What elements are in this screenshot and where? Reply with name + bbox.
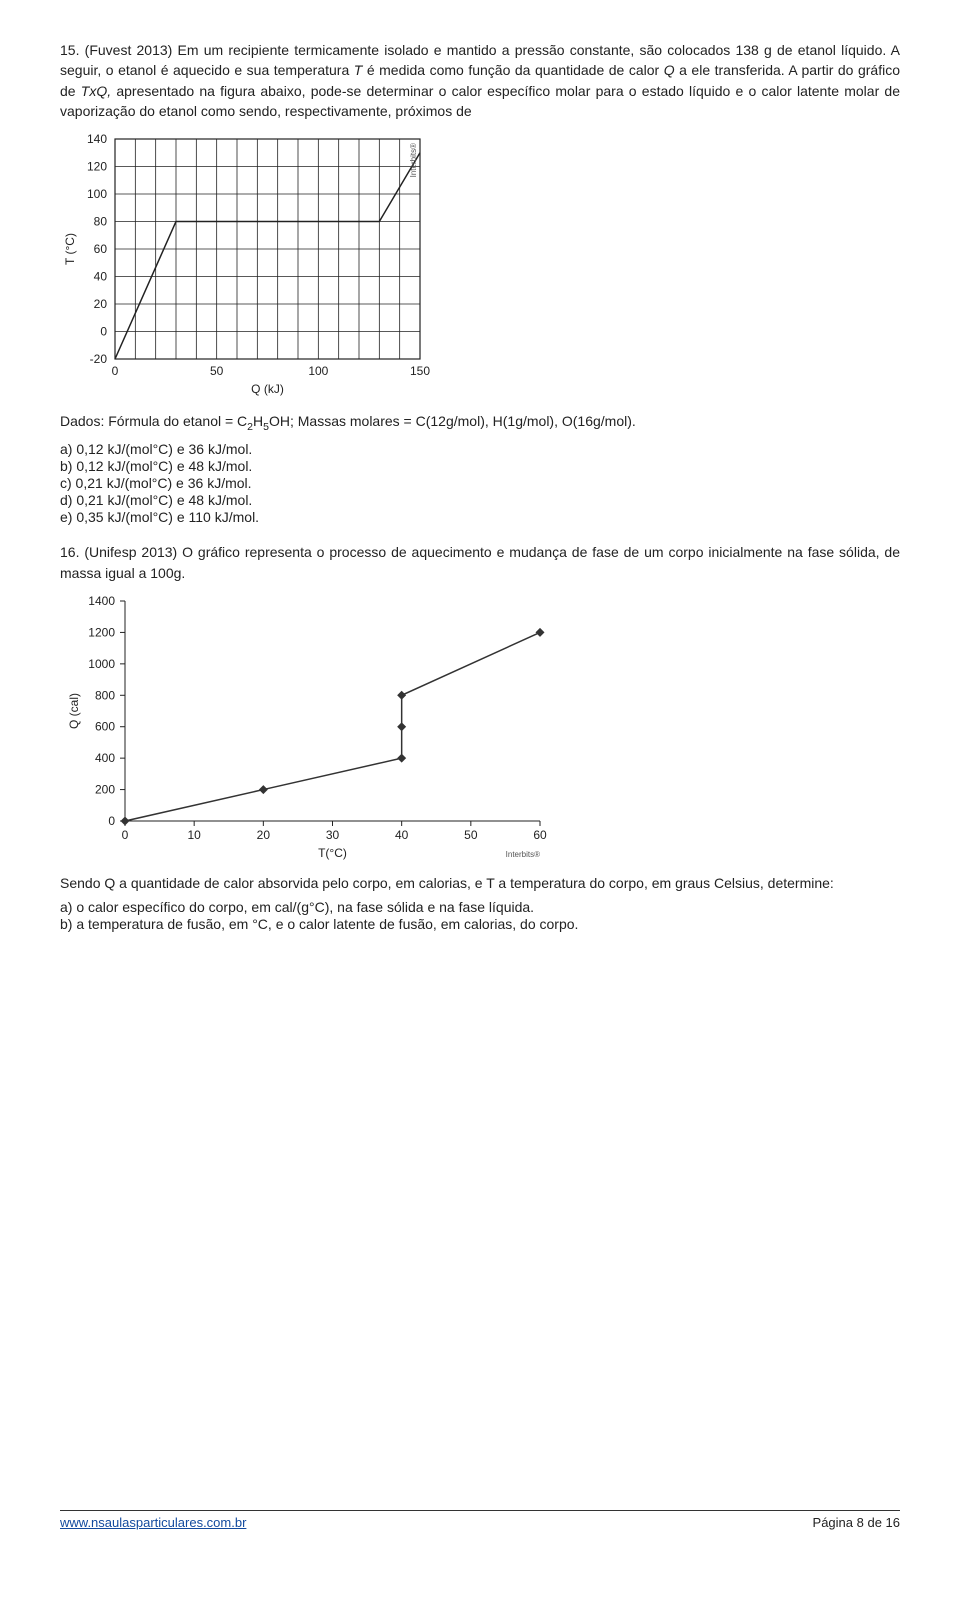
footer: www.nsaulasparticulares.com.br Página 8 …	[0, 1510, 960, 1530]
q16-text: 16. (Unifesp 2013) O gráfico representa …	[60, 542, 900, 583]
q15-Q: Q	[664, 62, 675, 78]
svg-text:Q (kJ): Q (kJ)	[251, 382, 284, 396]
q15-alt-e: e) 0,35 kJ/(mol°C) e 110 kJ/mol.	[60, 509, 900, 525]
svg-text:20: 20	[94, 297, 108, 311]
q16-source: (Unifesp 2013)	[84, 544, 177, 560]
svg-text:0: 0	[112, 364, 119, 378]
svg-text:800: 800	[95, 688, 115, 702]
q15-source: (Fuvest 2013)	[85, 42, 173, 58]
svg-text:Interbits®: Interbits®	[506, 850, 540, 859]
q16-body: O gráfico representa o processo de aquec…	[60, 544, 900, 580]
footer-url[interactable]: www.nsaulasparticulares.com.br	[60, 1515, 246, 1530]
footer-row: www.nsaulasparticulares.com.br Página 8 …	[60, 1515, 900, 1530]
q16-subq-a: a) o calor específico do corpo, em cal/(…	[60, 899, 900, 915]
chart1: 0 50 100 150 -20 0 20 40 60 80 100 120 140 Q (kJ) T (°…	[60, 129, 440, 399]
q15-alt-b: b) 0,12 kJ/(mol°C) e 48 kJ/mol.	[60, 458, 900, 474]
q15-text: 15. (Fuvest 2013) Em um recipiente termi…	[60, 40, 900, 121]
svg-text:0: 0	[108, 814, 115, 828]
svg-text:30: 30	[326, 828, 340, 842]
q16-closing: Sendo Q a quantidade de calor absorvida …	[60, 873, 900, 893]
q15-TxQ: TxQ,	[81, 83, 111, 99]
svg-text:1200: 1200	[88, 625, 115, 639]
svg-text:40: 40	[94, 270, 108, 284]
page: 15. (Fuvest 2013) Em um recipiente termi…	[0, 0, 960, 1540]
svg-text:T(°C): T(°C)	[318, 846, 347, 860]
q15-data1: Dados: Fórmula do etanol = C	[60, 413, 247, 429]
q16-number: 16.	[60, 544, 79, 560]
svg-text:40: 40	[395, 828, 409, 842]
svg-text:400: 400	[95, 751, 115, 765]
svg-text:140: 140	[87, 132, 107, 146]
svg-text:10: 10	[187, 828, 201, 842]
chart2: 01020304050600200400600800100012001400T(…	[60, 591, 560, 861]
svg-text:80: 80	[94, 215, 108, 229]
q15-data: Dados: Fórmula do etanol = C2H5OH; Massa…	[60, 411, 900, 435]
svg-text:200: 200	[95, 782, 115, 796]
svg-text:0: 0	[122, 828, 129, 842]
svg-text:Q (cal): Q (cal)	[67, 693, 81, 729]
svg-text:Interbits®: Interbits®	[409, 143, 418, 177]
svg-text:150: 150	[410, 364, 430, 378]
footer-page: Página 8 de 16	[813, 1515, 900, 1530]
q15-alt-a: a) 0,12 kJ/(mol°C) e 36 kJ/mol.	[60, 441, 900, 457]
svg-text:0: 0	[100, 325, 107, 339]
q15-data3: OH; Massas molares = C(12g/mol), H(1g/mo…	[269, 413, 636, 429]
svg-text:100: 100	[308, 364, 328, 378]
q15-alt-c: c) 0,21 kJ/(mol°C) e 36 kJ/mol.	[60, 475, 900, 491]
svg-text:50: 50	[210, 364, 224, 378]
svg-text:1000: 1000	[88, 657, 115, 671]
svg-text:50: 50	[464, 828, 478, 842]
q15-alt-d: d) 0,21 kJ/(mol°C) e 48 kJ/mol.	[60, 492, 900, 508]
q16-subq-b: b) a temperatura de fusão, em °C, e o ca…	[60, 916, 900, 932]
svg-text:60: 60	[94, 242, 108, 256]
svg-text:T (°C): T (°C)	[63, 233, 77, 265]
svg-text:20: 20	[257, 828, 271, 842]
footer-rule	[60, 1510, 900, 1511]
chart2-wrap: 01020304050600200400600800100012001400T(…	[60, 591, 900, 861]
q15-text4: apresentado na figura abaixo, pode-se de…	[60, 83, 900, 119]
svg-text:1400: 1400	[88, 594, 115, 608]
q15-number: 15.	[60, 42, 79, 58]
svg-text:-20: -20	[90, 352, 108, 366]
svg-text:100: 100	[87, 187, 107, 201]
svg-text:120: 120	[87, 160, 107, 174]
chart1-wrap: 0 50 100 150 -20 0 20 40 60 80 100 120 140 Q (kJ) T (°…	[60, 129, 900, 399]
svg-text:60: 60	[533, 828, 547, 842]
q15-data2: H	[253, 413, 263, 429]
svg-text:600: 600	[95, 720, 115, 734]
q15-text2: é medida como função da quantidade de ca…	[362, 62, 663, 78]
